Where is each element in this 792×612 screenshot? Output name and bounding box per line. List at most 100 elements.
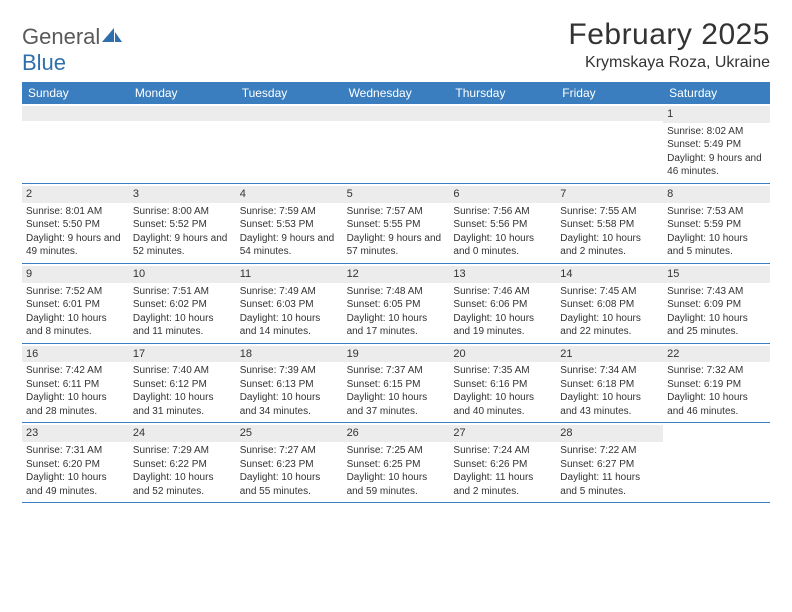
page-title: February 2025 bbox=[568, 18, 770, 52]
sunset-text: Sunset: 6:15 PM bbox=[347, 378, 446, 392]
day-cell: 7 Sunrise: 7:55 AMSunset: 5:58 PMDaylight… bbox=[556, 184, 663, 263]
sunset-text: Sunset: 6:23 PM bbox=[240, 458, 339, 472]
day-cell: 25Sunrise: 7:27 AMSunset: 6:23 PMDayligh… bbox=[236, 423, 343, 502]
day-number: 14 bbox=[556, 266, 663, 283]
day-cell: 17Sunrise: 7:40 AMSunset: 6:12 PMDayligh… bbox=[129, 344, 236, 423]
day-number: 23 bbox=[22, 425, 129, 442]
daylight-text: Daylight: 10 hours and 46 minutes. bbox=[667, 391, 766, 418]
brand-part1: General bbox=[22, 24, 100, 49]
day-info: Sunrise: 7:45 AMSunset: 6:08 PMDaylight:… bbox=[560, 285, 659, 339]
day-cell: 23Sunrise: 7:31 AMSunset: 6:20 PMDayligh… bbox=[22, 423, 129, 502]
day-cell: 5 Sunrise: 7:57 AMSunset: 5:55 PMDaylight… bbox=[343, 184, 450, 263]
day-number: 13 bbox=[449, 266, 556, 283]
weekday-label: Sunday bbox=[22, 82, 129, 104]
day-cell: 2Sunrise: 8:01 AMSunset: 5:50 PMDaylight… bbox=[22, 184, 129, 263]
sunset-text: Sunset: 6:22 PM bbox=[133, 458, 232, 472]
day-cell: 20Sunrise: 7:35 AMSunset: 6:16 PMDayligh… bbox=[449, 344, 556, 423]
daylight-text: Daylight: 11 hours and 5 minutes. bbox=[560, 471, 659, 498]
day-number: 24 bbox=[129, 425, 236, 442]
week-row: 9Sunrise: 7:52 AMSunset: 6:01 PMDaylight… bbox=[22, 264, 770, 344]
day-cell: 21Sunrise: 7:34 AMSunset: 6:18 PMDayligh… bbox=[556, 344, 663, 423]
sunset-text: Sunset: 6:13 PM bbox=[240, 378, 339, 392]
day-info: Sunrise: 7:24 AMSunset: 6:26 PMDaylight:… bbox=[453, 444, 552, 498]
day-cell bbox=[236, 104, 343, 183]
sunrise-text: Sunrise: 8:02 AM bbox=[667, 125, 766, 139]
day-cell: 4Sunrise: 7:59 AMSunset: 5:53 PMDaylight… bbox=[236, 184, 343, 263]
day-cell: 28Sunrise: 7:22 AMSunset: 6:27 PMDayligh… bbox=[556, 423, 663, 502]
day-cell: 10 Sunrise: 7:51 AMSunset: 6:02 PMDayligh… bbox=[129, 264, 236, 343]
weekday-header: SundayMondayTuesdayWednesdayThursdayFrid… bbox=[22, 82, 770, 104]
day-cell: 3Sunrise: 8:00 AMSunset: 5:52 PMDaylight… bbox=[129, 184, 236, 263]
empty-day-bar bbox=[236, 106, 343, 121]
sunrise-text: Sunrise: 7:37 AM bbox=[347, 364, 446, 378]
sunrise-text: Sunrise: 7:57 AM bbox=[347, 205, 446, 219]
sunrise-text: Sunrise: 7:46 AM bbox=[453, 285, 552, 299]
day-cell: 9Sunrise: 7:52 AMSunset: 6:01 PMDaylight… bbox=[22, 264, 129, 343]
sunrise-text: Sunrise: 7:48 AM bbox=[347, 285, 446, 299]
sunset-text: Sunset: 5:52 PM bbox=[133, 218, 232, 232]
day-info: Sunrise: 7:46 AMSunset: 6:06 PMDaylight:… bbox=[453, 285, 552, 339]
day-cell bbox=[129, 104, 236, 183]
day-cell: 24Sunrise: 7:29 AMSunset: 6:22 PMDayligh… bbox=[129, 423, 236, 502]
sail-icon bbox=[100, 26, 124, 44]
daylight-text: Daylight: 10 hours and 40 minutes. bbox=[453, 391, 552, 418]
day-info: Sunrise: 7:55 AMSunset: 5:58 PMDaylight:… bbox=[560, 205, 659, 259]
sunset-text: Sunset: 6:18 PM bbox=[560, 378, 659, 392]
sunset-text: Sunset: 6:09 PM bbox=[667, 298, 766, 312]
day-info: Sunrise: 8:02 AMSunset: 5:49 PMDaylight:… bbox=[667, 125, 766, 179]
day-cell bbox=[556, 104, 663, 183]
day-cell: 15Sunrise: 7:43 AMSunset: 6:09 PMDayligh… bbox=[663, 264, 770, 343]
sunset-text: Sunset: 5:53 PM bbox=[240, 218, 339, 232]
day-number: 7 bbox=[556, 186, 663, 203]
day-number: 11 bbox=[236, 266, 343, 283]
day-cell: 16Sunrise: 7:42 AMSunset: 6:11 PMDayligh… bbox=[22, 344, 129, 423]
sunrise-text: Sunrise: 7:24 AM bbox=[453, 444, 552, 458]
title-block: February 2025 Krymskaya Roza, Ukraine bbox=[568, 18, 770, 72]
empty-day-bar bbox=[556, 106, 663, 121]
day-number: 27 bbox=[449, 425, 556, 442]
day-info: Sunrise: 7:49 AMSunset: 6:03 PMDaylight:… bbox=[240, 285, 339, 339]
day-info: Sunrise: 7:59 AMSunset: 5:53 PMDaylight:… bbox=[240, 205, 339, 259]
day-number: 1 bbox=[663, 106, 770, 123]
sunrise-text: Sunrise: 7:32 AM bbox=[667, 364, 766, 378]
sunrise-text: Sunrise: 7:27 AM bbox=[240, 444, 339, 458]
sunrise-text: Sunrise: 7:34 AM bbox=[560, 364, 659, 378]
day-number: 16 bbox=[22, 346, 129, 363]
day-cell: 14 Sunrise: 7:45 AMSunset: 6:08 PMDayligh… bbox=[556, 264, 663, 343]
sunset-text: Sunset: 6:05 PM bbox=[347, 298, 446, 312]
brand-text: General Blue bbox=[22, 24, 124, 76]
day-info: Sunrise: 7:35 AMSunset: 6:16 PMDaylight:… bbox=[453, 364, 552, 418]
brand-part2: Blue bbox=[22, 50, 66, 75]
day-number: 12 bbox=[343, 266, 450, 283]
day-cell bbox=[663, 423, 770, 502]
day-number: 8 bbox=[663, 186, 770, 203]
day-cell: 27 Sunrise: 7:24 AMSunset: 6:26 PMDayligh… bbox=[449, 423, 556, 502]
sunset-text: Sunset: 6:01 PM bbox=[26, 298, 125, 312]
sunset-text: Sunset: 6:03 PM bbox=[240, 298, 339, 312]
daylight-text: Daylight: 11 hours and 2 minutes. bbox=[453, 471, 552, 498]
day-cell: 6Sunrise: 7:56 AMSunset: 5:56 PMDaylight… bbox=[449, 184, 556, 263]
calendar: SundayMondayTuesdayWednesdayThursdayFrid… bbox=[22, 82, 770, 503]
daylight-text: Daylight: 9 hours and 57 minutes. bbox=[347, 232, 446, 259]
week-row: 16Sunrise: 7:42 AMSunset: 6:11 PMDayligh… bbox=[22, 344, 770, 424]
sunrise-text: Sunrise: 7:40 AM bbox=[133, 364, 232, 378]
day-number: 10 bbox=[129, 266, 236, 283]
day-info: Sunrise: 8:00 AMSunset: 5:52 PMDaylight:… bbox=[133, 205, 232, 259]
weekday-label: Wednesday bbox=[343, 82, 450, 104]
sunset-text: Sunset: 5:55 PM bbox=[347, 218, 446, 232]
day-info: Sunrise: 7:32 AMSunset: 6:19 PMDaylight:… bbox=[667, 364, 766, 418]
sunrise-text: Sunrise: 7:52 AM bbox=[26, 285, 125, 299]
daylight-text: Daylight: 10 hours and 17 minutes. bbox=[347, 312, 446, 339]
day-info: Sunrise: 7:51 AMSunset: 6:02 PMDaylight:… bbox=[133, 285, 232, 339]
daylight-text: Daylight: 10 hours and 31 minutes. bbox=[133, 391, 232, 418]
day-cell: 12 Sunrise: 7:48 AMSunset: 6:05 PMDayligh… bbox=[343, 264, 450, 343]
daylight-text: Daylight: 10 hours and 22 minutes. bbox=[560, 312, 659, 339]
weekday-label: Saturday bbox=[663, 82, 770, 104]
sunset-text: Sunset: 6:25 PM bbox=[347, 458, 446, 472]
weekday-label: Monday bbox=[129, 82, 236, 104]
sunset-text: Sunset: 5:50 PM bbox=[26, 218, 125, 232]
day-number: 5 bbox=[343, 186, 450, 203]
brand-logo: General Blue bbox=[22, 18, 124, 76]
sunset-text: Sunset: 6:08 PM bbox=[560, 298, 659, 312]
sunrise-text: Sunrise: 7:59 AM bbox=[240, 205, 339, 219]
